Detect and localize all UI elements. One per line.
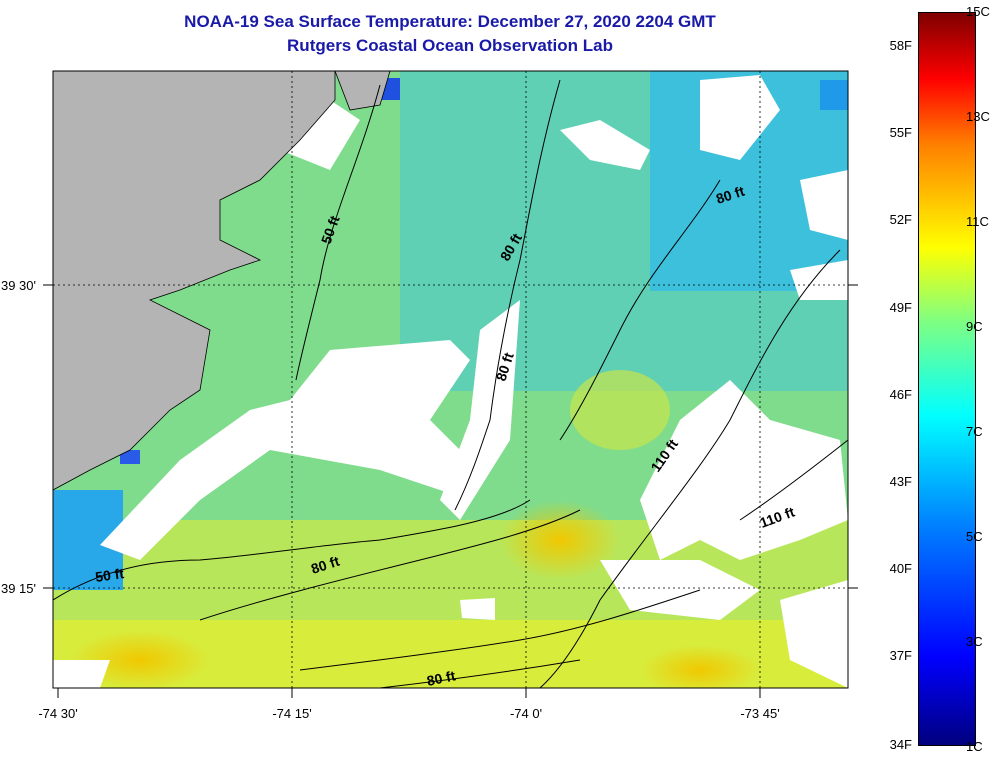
colorbar-f-label: 40F (889, 561, 912, 576)
colorbar-c-label: 9C (966, 319, 983, 334)
cloud-region (53, 660, 110, 688)
cloud-region (790, 260, 848, 300)
cloud-region (100, 340, 480, 560)
lon-label: -74 15' (272, 706, 311, 721)
colorbar-c-label: 7C (966, 424, 983, 439)
sst-cool-patch (820, 80, 848, 110)
contour-label: 50 ft (94, 565, 125, 585)
colorbar-f-label: 58F (889, 38, 912, 53)
colorbar-f-label: 52F (889, 212, 912, 227)
sst-cool-patch (120, 450, 140, 464)
colorbar-c-label: 11C (966, 214, 989, 229)
colorbar-c-label: 5C (966, 529, 983, 544)
bathymetry-contours (53, 79, 848, 688)
sst-warm-patch (500, 500, 620, 580)
land-mass (334, 71, 391, 111)
colorbar-c-label: 13C (966, 109, 990, 124)
lon-label: -74 30' (38, 706, 77, 721)
tick-marks (43, 284, 858, 698)
colorbar-c-label: 15C (966, 4, 990, 19)
sst-warm-patch (640, 645, 760, 688)
colorbar-f-label: 55F (889, 125, 912, 140)
colorbar-f-label: 43F (889, 474, 912, 489)
cloud-region (780, 580, 848, 688)
colorbar-c-label: 1C (966, 739, 983, 754)
lon-label: -74 0' (510, 706, 542, 721)
lat-label: 39 30' (1, 278, 36, 293)
colorbar-c-label: 3C (966, 634, 983, 649)
lon-label: -73 45' (740, 706, 779, 721)
sst-warm-patch (570, 370, 670, 450)
map-frame (52, 70, 849, 689)
land-mass (53, 71, 336, 491)
cloud-region (460, 598, 495, 620)
colorbar-f-label: 49F (889, 300, 912, 315)
colorbar-f-label: 37F (889, 648, 912, 663)
map-title: NOAA-19 Sea Surface Temperature: Decembe… (184, 12, 716, 31)
cloud-region (560, 120, 650, 170)
cloud-region (800, 170, 848, 240)
contour-label: 80 ft (425, 667, 457, 689)
map-subtitle: Rutgers Coastal Ocean Observation Lab (287, 36, 613, 55)
colorbar-f-label: 34F (889, 737, 912, 752)
color-scale-bar (918, 12, 976, 746)
cloud-region (600, 560, 760, 620)
colorbar-f-label: 46F (889, 387, 912, 402)
map-field: 50 ft 80 ft 80 ft 80 ft 110 ft 110 ft 80… (53, 71, 848, 689)
lat-label: 39 15' (1, 581, 36, 596)
cloud-region (640, 380, 848, 560)
